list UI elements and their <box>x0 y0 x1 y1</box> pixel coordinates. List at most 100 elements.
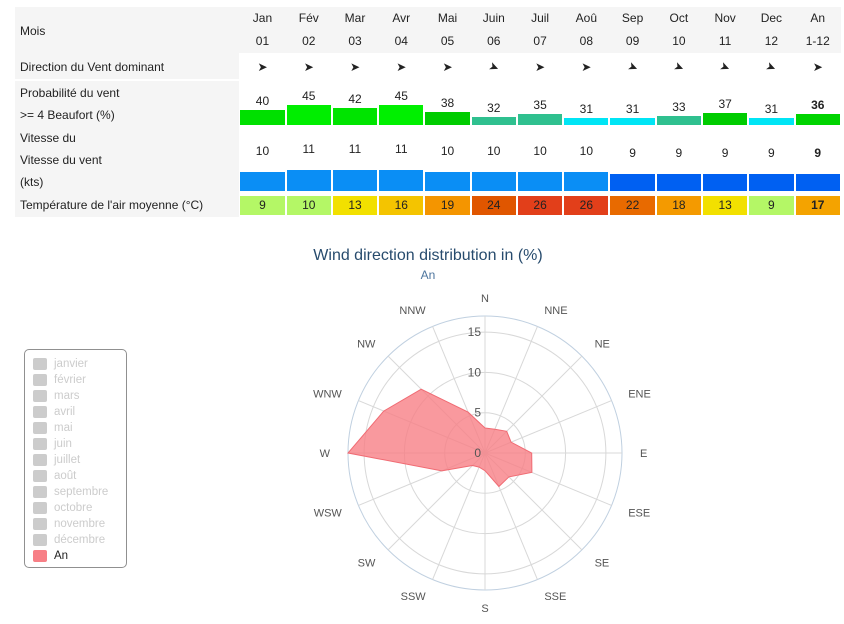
speed-cell: 11 <box>378 127 424 193</box>
month-name: Jan <box>239 7 286 29</box>
legend-item[interactable]: An <box>33 548 68 564</box>
angular-gridline <box>387 452 486 551</box>
legend-item[interactable]: août <box>33 468 76 484</box>
temperature-cell: 18 <box>656 193 702 217</box>
legend-item[interactable]: septembre <box>33 484 108 500</box>
speed-label: Vitesse du Vitesse du vent (kts) <box>15 127 240 193</box>
direction-label: SSW <box>401 591 427 603</box>
speed-cell: 9 <box>748 127 794 193</box>
direction-label: ESE <box>628 507 650 519</box>
probability-bar <box>517 114 563 125</box>
speed-bar <box>471 172 516 191</box>
direction-label: SW <box>358 558 376 570</box>
legend-item[interactable]: octobre <box>33 500 92 516</box>
legend-swatch <box>33 534 47 546</box>
probability-value: 33 <box>672 100 686 114</box>
direction-label: N <box>481 293 489 305</box>
month-number: 10 <box>655 29 702 55</box>
temperature-cell: 22 <box>609 193 655 217</box>
direction-arrow-cell: ➤ <box>516 55 564 81</box>
speed-cell: 11 <box>286 127 332 193</box>
legend-label: novembre <box>54 518 106 530</box>
legend-label: décembre <box>54 534 106 546</box>
month-name: Dec <box>748 7 795 29</box>
probability-value: 31 <box>764 102 779 116</box>
legend-item[interactable]: novembre <box>33 516 105 532</box>
radial-tick-label: 5 <box>474 406 481 420</box>
probability-cell: 45 <box>378 81 424 127</box>
speed-value: 10 <box>579 144 594 158</box>
direction-label: NE <box>595 338 610 350</box>
direction-label: WSW <box>314 507 343 519</box>
legend-swatch <box>33 406 47 418</box>
direction-arrow-cell: ➤ <box>563 55 610 81</box>
probability-cell: 38 <box>424 81 470 127</box>
direction-label: NNW <box>399 305 426 317</box>
temperature-cell: 26 <box>517 193 563 217</box>
legend-item[interactable]: décembre <box>33 532 105 548</box>
legend-item[interactable]: avril <box>33 404 75 420</box>
probability-bar <box>564 118 609 125</box>
legend-label: mai <box>54 422 73 434</box>
legend-swatch <box>33 470 47 482</box>
legend-swatch <box>33 438 47 450</box>
speed-bar <box>332 170 378 191</box>
speed-bar <box>379 170 424 191</box>
probability-bar <box>379 105 424 125</box>
direction-arrow-cell: ➤ <box>470 55 517 81</box>
probability-value: 35 <box>533 98 547 112</box>
direction-arrow-cell: ➤ <box>794 55 841 81</box>
speed-bar <box>425 172 470 191</box>
wind-arrow-icon: ➤ <box>396 60 407 74</box>
wind-stats-table: Mois Jan Fév Mar Avr Mai Juin Juil Aoû Sep Oct Nov… <box>15 7 841 217</box>
legend-label: août <box>54 470 77 482</box>
speed-cell: 10 <box>517 127 563 193</box>
wind-arrow-icon: ➤ <box>303 60 314 74</box>
month-name: Mai <box>424 7 471 29</box>
probability-cell: 40 <box>239 81 285 127</box>
speed-bar <box>703 174 748 191</box>
wind-arrow-icon: ➤ <box>535 60 546 74</box>
month-number: 05 <box>424 29 471 55</box>
legend-item[interactable]: mars <box>33 388 80 404</box>
legend-item[interactable]: juillet <box>33 452 80 468</box>
legend-item[interactable]: janvier <box>33 356 88 372</box>
probability-cell: 31 <box>563 81 609 127</box>
direction-arrow-cell: ➤ <box>424 55 471 81</box>
temperature-value: 16 <box>379 195 424 215</box>
probability-cell: 45 <box>286 81 332 127</box>
speed-cell: 10 <box>424 127 470 193</box>
temperature-cell: 16 <box>378 193 424 217</box>
legend-label: juin <box>54 438 72 450</box>
speed-value: 10 <box>487 144 501 158</box>
probability-bar <box>332 108 378 125</box>
temperature-cell: 13 <box>702 193 748 217</box>
legend-item[interactable]: février <box>33 372 86 388</box>
month-name: Juin <box>470 7 517 29</box>
legend-item[interactable]: juin <box>33 436 72 452</box>
temperature-value: 10 <box>286 195 331 215</box>
month-name: Aoû <box>563 7 610 29</box>
speed-value: 11 <box>395 142 408 156</box>
direction-label: NW <box>357 338 376 350</box>
probability-value: 31 <box>625 102 640 116</box>
probability-value: 42 <box>348 92 362 106</box>
temperature-value: 18 <box>656 195 701 215</box>
month-name: An <box>794 7 841 29</box>
month-header-label: Mois <box>15 7 240 55</box>
wind-arrow-icon: ➤ <box>349 60 361 74</box>
temperature-cell: 17 <box>795 193 841 217</box>
speed-value: 9 <box>814 146 822 160</box>
probability-bar <box>610 118 655 125</box>
speed-cell: 9 <box>609 127 655 193</box>
legend-label: septembre <box>54 486 109 498</box>
speed-value: 10 <box>255 144 270 158</box>
legend-item[interactable]: mai <box>33 420 73 436</box>
probability-bar <box>656 116 701 125</box>
wind-arrow-icon: ➤ <box>812 60 823 74</box>
month-number: 01 <box>239 29 286 55</box>
direction-arrow-cell: ➤ <box>655 55 702 81</box>
direction-arrow-cell: ➤ <box>239 55 286 81</box>
probability-bar <box>240 110 285 125</box>
